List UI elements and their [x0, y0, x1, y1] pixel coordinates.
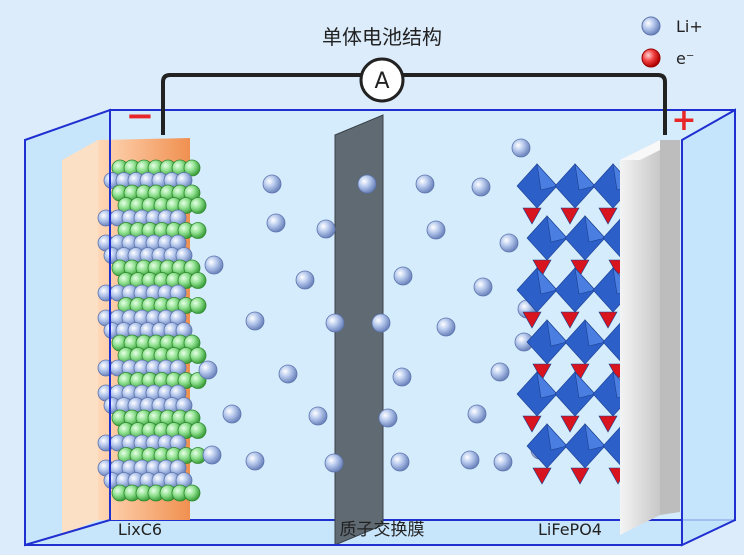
cathode-phosphate-triangle	[560, 415, 580, 433]
lithium-ion	[308, 406, 328, 426]
lithium-ion	[473, 277, 493, 297]
tank-right-wall	[681, 108, 736, 547]
graphite-atom	[189, 222, 207, 239]
lithium-ion	[324, 453, 344, 473]
cathode-phosphate-triangle	[532, 363, 552, 381]
ammeter-label: A	[374, 69, 389, 94]
lithium-ion	[390, 452, 410, 472]
cathode-collector-side	[660, 140, 680, 515]
graphite-atom	[189, 272, 207, 289]
lithium-ion	[245, 311, 265, 331]
cathode-octahedron-facet	[536, 267, 558, 295]
cathode-octahedron-facet	[536, 371, 558, 399]
lithium-ion	[202, 445, 222, 465]
lithium-ion	[266, 213, 286, 233]
lithium-ion	[198, 360, 218, 380]
proton-exchange-membrane	[334, 114, 384, 546]
cathode-phosphate-triangle	[532, 259, 552, 277]
lithium-ion	[499, 233, 519, 253]
cathode-phosphate-triangle	[598, 415, 618, 433]
cathode-phosphate-triangle	[570, 259, 590, 277]
graphite-atom	[189, 422, 207, 439]
cathode-octahedron-facet	[546, 319, 568, 347]
positive-terminal: +	[671, 103, 696, 138]
lithium-ion	[493, 452, 513, 472]
cathode-phosphate-triangle	[560, 207, 580, 225]
legend-electron-label: e⁻	[676, 49, 694, 68]
cathode-phosphate-triangle	[522, 415, 542, 433]
lithium-ion	[415, 174, 435, 194]
lithium-ion	[471, 177, 491, 197]
cathode-phosphate-triangle	[598, 311, 618, 329]
cathode-octahedron-facet	[584, 319, 606, 347]
cathode-phosphate-triangle	[570, 467, 590, 485]
cathode-phosphate-triangle	[598, 207, 618, 225]
lithium-ion	[393, 266, 413, 286]
anode-label: LixC6	[118, 520, 162, 539]
lithium-ion	[436, 317, 456, 337]
cathode-octahedron-facet	[574, 163, 596, 191]
lithium-ion	[245, 451, 265, 471]
lithium-ion	[460, 450, 480, 470]
legend-li-label: Li+	[676, 17, 703, 36]
lithium-ion	[222, 404, 242, 424]
cathode-octahedron-facet	[574, 267, 596, 295]
cathode-collector-front	[620, 140, 660, 535]
cathode-phosphate-triangle	[522, 311, 542, 329]
lithium-ion	[325, 313, 345, 333]
lithium-ion	[316, 219, 336, 239]
graphite-atom	[189, 347, 207, 364]
lithium-ion	[295, 270, 315, 290]
lithium-ion	[278, 364, 298, 384]
anode-plate-front	[62, 140, 98, 535]
cathode-octahedron-facet	[546, 423, 568, 451]
cathode-phosphate-triangle	[560, 311, 580, 329]
cathode-phosphate-triangle	[532, 467, 552, 485]
negative-terminal: −	[126, 96, 155, 136]
cathode-phosphate-triangle	[570, 363, 590, 381]
lithium-ion	[371, 313, 391, 333]
anode-graphite-layers	[97, 159, 207, 502]
legend-electron-marker	[641, 48, 661, 68]
membrane-label: 质子交换膜	[340, 520, 425, 540]
lithium-ion	[511, 138, 531, 158]
lithium-ion	[490, 362, 510, 382]
graphite-atom	[189, 197, 207, 214]
lithium-ion	[262, 174, 282, 194]
lithium-ion	[467, 404, 487, 424]
cathode-label: LiFePO4	[538, 520, 602, 539]
cathode-octahedron-facet	[574, 371, 596, 399]
tank-left-wall	[24, 108, 111, 547]
diagram-title: 单体电池结构	[322, 25, 442, 49]
cathode-octahedron-facet	[546, 215, 568, 243]
cathode-phosphate-triangle	[522, 207, 542, 225]
graphite-atom	[183, 159, 201, 177]
lithium-ion	[357, 174, 377, 194]
lithium-ion	[378, 408, 398, 428]
legend-li-marker	[641, 16, 661, 36]
lithium-ion	[426, 220, 446, 240]
cathode-octahedron-facet	[584, 215, 606, 243]
lithium-ion	[204, 255, 224, 275]
graphite-atom	[189, 297, 207, 314]
graphite-atom	[183, 484, 201, 502]
cathode-octahedron-facet	[536, 163, 558, 191]
cathode-octahedron-facet	[584, 423, 606, 451]
external-circuit-wire	[161, 73, 667, 135]
lithium-ion	[392, 367, 412, 387]
ammeter	[359, 57, 405, 103]
